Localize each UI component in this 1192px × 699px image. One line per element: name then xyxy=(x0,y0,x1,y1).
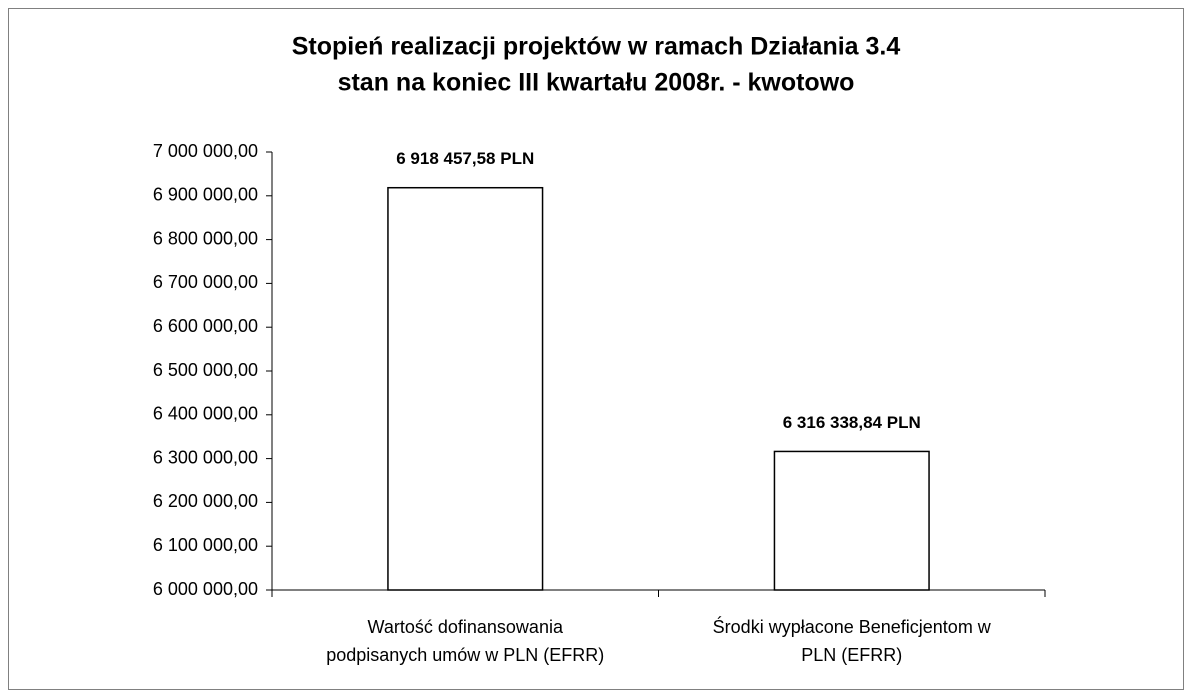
chart-frame xyxy=(8,8,1184,690)
x-tick-label: podpisanych umów w PLN (EFRR) xyxy=(326,645,604,665)
bar xyxy=(773,450,930,591)
y-tick-label: 6 600 000,00 xyxy=(153,316,258,336)
x-tick-label: PLN (EFRR) xyxy=(801,645,902,665)
y-tick-label: 7 000 000,00 xyxy=(153,141,258,161)
chart-title: Stopień realizacji projektów w ramach Dz… xyxy=(292,33,901,61)
y-tick-label: 6 400 000,00 xyxy=(153,404,258,424)
y-tick-label: 6 700 000,00 xyxy=(153,272,258,292)
y-tick-label: 6 000 000,00 xyxy=(153,579,258,599)
y-tick-label: 6 300 000,00 xyxy=(153,447,258,467)
y-tick-label: 6 200 000,00 xyxy=(153,491,258,511)
x-tick-label: Środki wypłacone Beneficjentom w xyxy=(713,616,992,637)
y-tick-label: 6 100 000,00 xyxy=(153,535,258,555)
bar xyxy=(387,186,544,591)
y-tick-label: 6 500 000,00 xyxy=(153,360,258,380)
value-label: 6 316 338,84 PLN xyxy=(783,413,921,432)
x-tick-label: Wartość dofinansowania xyxy=(368,617,564,637)
y-tick-label: 6 900 000,00 xyxy=(153,185,258,205)
value-label: 6 918 457,58 PLN xyxy=(396,149,534,168)
chart-title: stan na koniec III kwartału 2008r. - kwo… xyxy=(338,69,855,97)
y-tick-label: 6 800 000,00 xyxy=(153,228,258,248)
